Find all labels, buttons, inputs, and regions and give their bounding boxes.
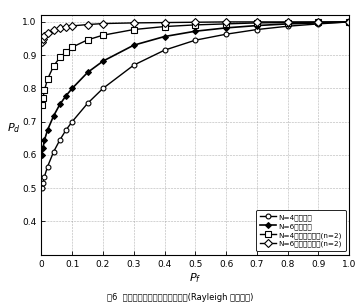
N=6合作感知 [45,128,50,132]
N=6合作感知 [42,138,47,142]
N=4加权合作感知(n=2) [51,64,56,68]
N=6加权合作感知(n=2) [58,27,62,30]
N=4合作感知 [58,138,62,142]
Line: N=4加权合作感知(n=2): N=4加权合作感知(n=2) [39,19,352,108]
N=6加权合作感知(n=2) [64,25,68,29]
N=6加权合作感知(n=2) [316,20,321,24]
N=4加权合作感知(n=2) [347,20,351,24]
N=4合作感知 [85,102,90,105]
N=4加权合作感知(n=2) [162,25,167,28]
Line: N=6加权合作感知(n=2): N=6加权合作感知(n=2) [39,19,352,45]
N=6加权合作感知(n=2) [51,28,56,32]
N=4合作感知 [70,120,75,124]
N=6合作感知 [285,22,290,26]
Text: 图6  合作感知和加权合作感知对比(Rayleigh 衰落环境): 图6 合作感知和加权合作感知对比(Rayleigh 衰落环境) [107,293,253,302]
N=4加权合作感知(n=2) [45,77,50,81]
N=6合作感知 [255,24,259,27]
N=4加权合作感知(n=2) [132,28,136,31]
N=4加权合作感知(n=2) [64,50,68,54]
N=4加权合作感知(n=2) [224,22,228,26]
N=4加权合作感知(n=2) [42,88,47,92]
N=6合作感知 [162,35,167,38]
Y-axis label: $P_d$: $P_d$ [7,121,21,135]
N=4加权合作感知(n=2) [193,23,198,27]
Line: N=6合作感知: N=6合作感知 [40,20,351,157]
N=6合作感知 [347,20,351,24]
N=4合作感知 [162,48,167,52]
N=4合作感知 [285,24,290,28]
N=4加权合作感知(n=2) [58,56,62,59]
N=6合作感知 [101,59,105,63]
N=6加权合作感知(n=2) [255,20,259,24]
N=6加权合作感知(n=2) [42,34,47,38]
N=4合作感知 [193,38,198,42]
N=6加权合作感知(n=2) [162,21,167,24]
N=4合作感知 [42,175,47,178]
N=4加权合作感知(n=2) [40,103,44,107]
N=6加权合作感知(n=2) [193,20,198,24]
N=6加权合作感知(n=2) [41,37,45,40]
N=4合作感知 [255,28,259,31]
N=6合作感知 [58,102,62,106]
N=4合作感知 [101,87,105,90]
N=6合作感知 [64,94,68,98]
Legend: N=4合作感知, N=6合作感知, N=4加权合作感知(n=2), N=6加权合作感知(n=2): N=4合作感知, N=6合作感知, N=4加权合作感知(n=2), N=6加权合… [256,210,346,251]
N=6加权合作感知(n=2) [285,20,290,24]
N=6合作感知 [316,21,321,25]
N=6合作感知 [70,87,75,90]
N=4合作感知 [132,63,136,67]
N=6加权合作感知(n=2) [70,24,75,28]
N=4合作感知 [224,32,228,36]
N=6合作感知 [132,43,136,47]
N=6加权合作感知(n=2) [40,40,44,44]
N=4加权合作感知(n=2) [41,97,45,100]
N=4加权合作感知(n=2) [85,38,90,42]
N=6合作感知 [51,114,56,117]
N=6合作感知 [41,146,45,150]
X-axis label: $P_f$: $P_f$ [189,271,202,285]
N=4加权合作感知(n=2) [70,45,75,49]
N=6合作感知 [224,26,228,30]
N=6加权合作感知(n=2) [101,22,105,25]
N=6合作感知 [193,29,198,33]
N=4加权合作感知(n=2) [101,33,105,37]
N=6加权合作感知(n=2) [224,20,228,24]
N=4合作感知 [40,186,44,190]
N=6加权合作感知(n=2) [85,23,90,27]
N=4合作感知 [45,165,50,168]
N=6加权合作感知(n=2) [132,21,136,25]
N=4加权合作感知(n=2) [285,21,290,24]
N=6加权合作感知(n=2) [45,31,50,35]
N=4合作感知 [51,150,56,153]
N=6合作感知 [40,153,44,157]
N=6加权合作感知(n=2) [347,20,351,24]
N=4合作感知 [64,128,68,132]
N=6合作感知 [85,71,90,74]
N=4加权合作感知(n=2) [316,20,321,24]
N=4合作感知 [41,181,45,185]
Line: N=4合作感知: N=4合作感知 [39,20,352,191]
N=4加权合作感知(n=2) [255,21,259,25]
N=4合作感知 [316,22,321,26]
N=4合作感知 [347,20,351,24]
